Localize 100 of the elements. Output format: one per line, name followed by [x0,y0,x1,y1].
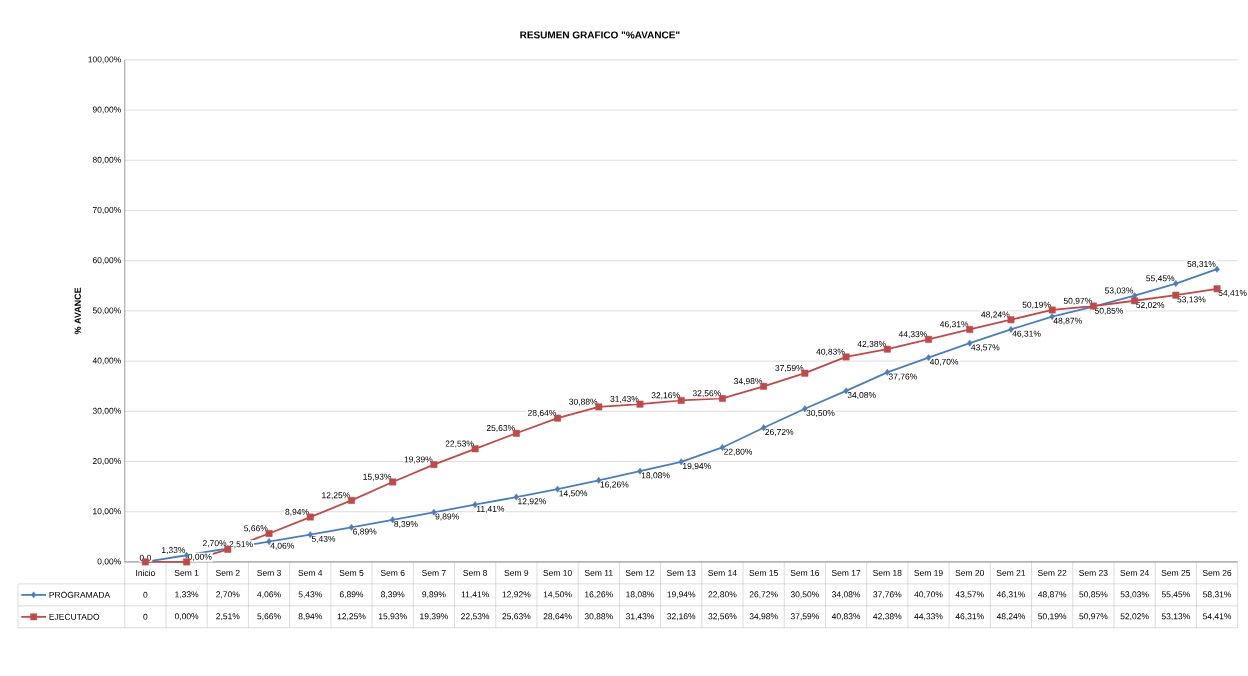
text: 15,93% [363,473,392,481]
x-tick-label: Sem 6 [380,570,405,577]
data-label: 31,43% [625,613,655,621]
data-label: 46,31% [955,613,984,621]
data-label: 37,59% [790,613,819,621]
legend-label: PROGRAMADA [49,592,111,599]
x-tick-label: Sem 9 [504,570,529,577]
data-label: 44,33% [914,613,943,621]
text: 2,51% [229,541,253,549]
text: 53,13% [1177,296,1206,304]
text: 16,26% [600,481,629,489]
data-label: 32,56% [708,613,737,621]
x-tick-label: Sem 18 [873,570,902,577]
data-label: 40,70% [914,591,943,599]
text: 28,64% [528,410,557,418]
data-label: 42,38% [873,613,902,621]
data-label: 19,94% [667,591,696,599]
text: 32,56% [692,390,721,398]
x-tick-label: Sem 17 [831,570,861,577]
data-label: 55,45% [1161,591,1190,599]
data-label: 34,08% [832,591,861,599]
data-label: 8,94% [298,613,322,621]
text: 30,50% [806,410,835,418]
x-tick-label: Sem 22 [1037,570,1067,577]
data-label: 50,19% [1038,613,1067,621]
text: 2,70% [202,540,227,548]
text: 55,45% [1146,275,1175,283]
data-label: 50,97% [1079,613,1108,621]
text: 14,50% [559,490,588,498]
x-tick-label: Sem 13 [666,570,696,577]
data-label: 12,25% [337,613,366,621]
y-tick-label: 90,00% [92,106,121,114]
text: 37,76% [888,373,917,381]
data-label: 52,02% [1120,613,1149,621]
x-tick-label: Sem 2 [215,570,240,577]
data-label: 26,72% [749,591,778,599]
text: 44,33% [898,331,928,339]
x-tick-label: Sem 12 [625,570,655,577]
text: 46,31% [1012,330,1041,338]
text: 31,43% [610,396,639,404]
x-tick-label: Sem 7 [422,570,446,577]
data-label: 48,24% [996,613,1026,621]
text: 32,16% [651,392,680,400]
data-label: 28,64% [543,613,572,621]
x-tick-label: Sem 10 [543,570,572,577]
data-label: 50,85% [1079,591,1108,599]
text: 19,94% [683,463,711,471]
text: 22,80% [724,448,753,456]
data-label: 40,83% [831,613,861,621]
chart-title: RESUMEN GRAFICO "%AVANCE" [520,31,680,39]
point [925,336,932,343]
data-label: 32,16% [667,613,696,621]
x-tick-label: Sem 20 [955,570,984,577]
text: 4,06% [270,542,294,550]
point [389,478,397,486]
data-label: 22,80% [708,591,737,599]
text: 48,24% [981,311,1010,319]
point [348,497,355,505]
data-label: 18,08% [626,591,655,599]
text: 53,03% [1104,287,1134,295]
y-tick-label: 40,00% [92,357,121,365]
point [265,530,273,538]
data-label: 5,66% [257,613,281,621]
y-tick-label: 70,00% [92,207,121,215]
data-label: 16,26% [585,591,613,599]
text: 8,39% [394,521,418,529]
text: 50,85% [1094,307,1124,315]
data-label: 48,87% [1037,591,1067,599]
data-label: 34,98% [749,613,778,621]
point [472,501,478,509]
x-tick-label: Sem 5 [339,570,364,577]
data-label: 4,06% [257,591,281,599]
text: 6,89% [353,528,377,536]
data-label: 0,00% [174,613,199,621]
data-label: 37,76% [873,591,902,599]
text: 5,66% [244,525,268,533]
data-label: 8,39% [381,591,405,599]
x-tick-label: Sem 14 [708,570,737,577]
text: 40,83% [816,348,845,356]
text: 50,97% [1063,297,1092,305]
x-tick-label: Sem 23 [1079,570,1108,577]
y-tick-label: 10,00% [93,508,121,516]
text: 1,33% [161,547,186,555]
x-tick-label: Sem 16 [790,570,820,577]
text: 40,70% [929,358,959,366]
text: 48,87% [1053,317,1082,325]
point [678,458,684,466]
y-tick-label: 50,00% [92,307,121,315]
x-tick-label: Sem 24 [1120,570,1149,577]
y-tick-label: 0,00% [97,558,121,566]
data-label: 22,53% [461,613,490,621]
y-tick-label: 20,00% [92,458,121,466]
data-label: 14,50% [543,591,572,599]
x-tick-label: Sem 1 [174,570,199,577]
data-label: 30,50% [790,591,819,599]
text: 18,08% [641,472,670,480]
legend-label: EJECUTADO [49,613,100,620]
text: 34,98% [734,378,763,386]
point [760,383,768,390]
x-tick-label: Sem 26 [1202,570,1232,577]
